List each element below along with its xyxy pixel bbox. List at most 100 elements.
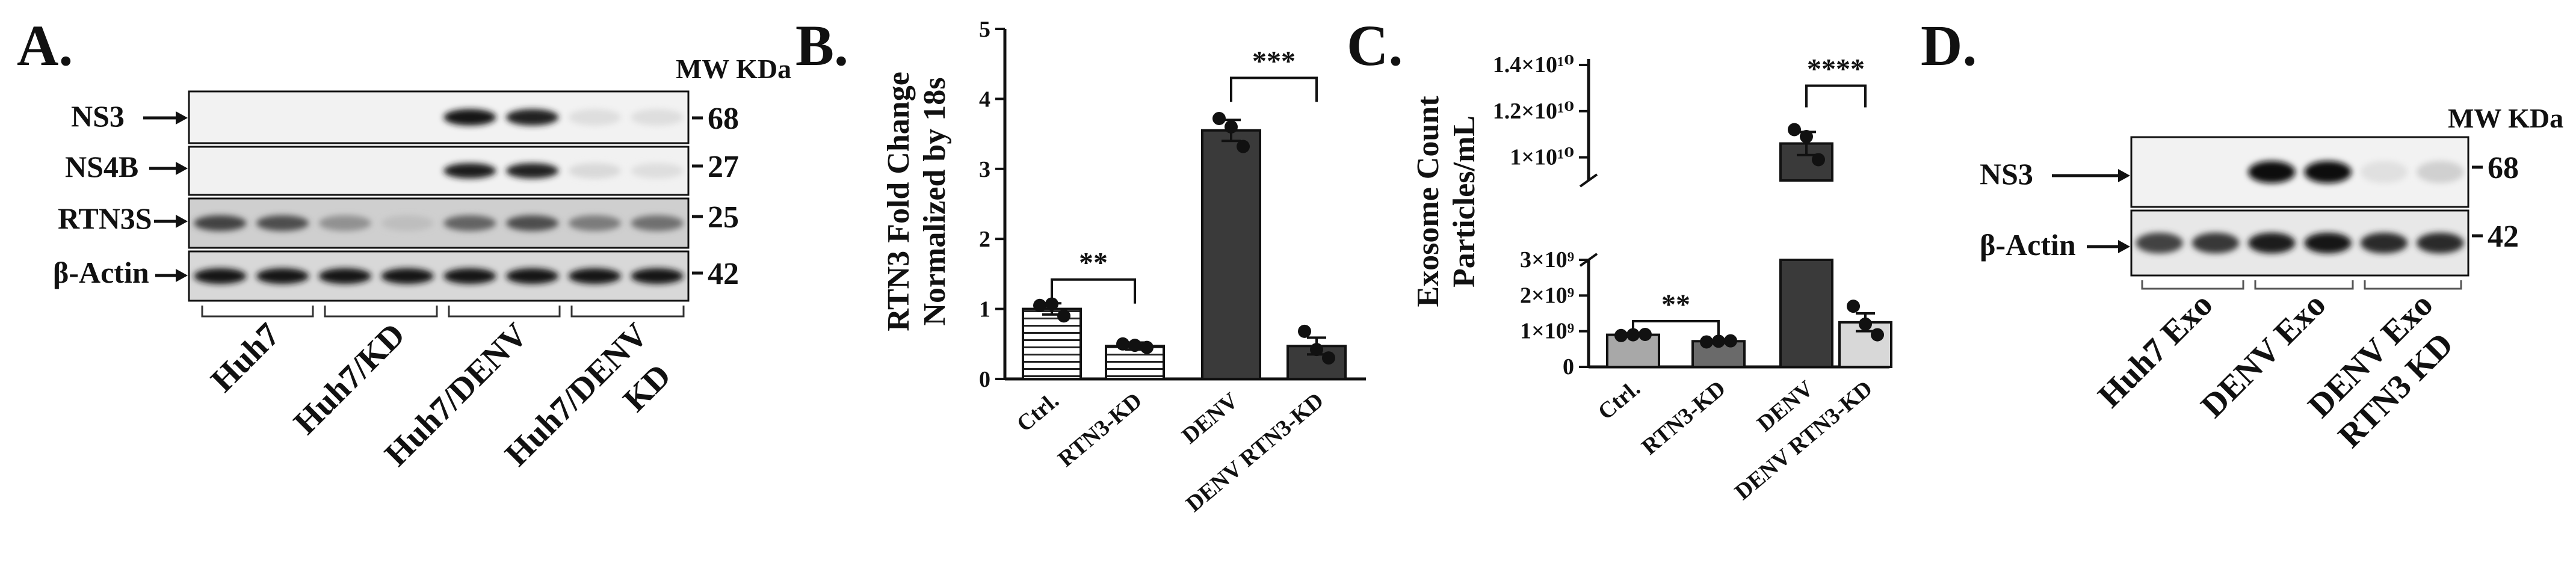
group-bracket: [324, 306, 438, 318]
group-label: Huh7/KD: [286, 316, 412, 441]
data-point: [1116, 337, 1129, 351]
blot-band: [256, 215, 309, 232]
blot-band: [2136, 232, 2183, 254]
y-tick-label: 1.4×10¹⁰: [1493, 52, 1574, 78]
mw-value: 25: [708, 200, 739, 235]
blot-band: [2248, 232, 2296, 254]
blot-band: [568, 109, 621, 126]
blot-band: [506, 215, 559, 232]
band-group: [443, 163, 684, 179]
blot-band: [2417, 161, 2464, 183]
data-point: [1128, 339, 1141, 352]
y-axis-label: RTN3 Fold Change: [882, 72, 916, 331]
group-bracket: [2141, 280, 2244, 290]
band-group: [2248, 161, 2464, 183]
blot-band: [194, 268, 247, 284]
band-group: [194, 268, 684, 284]
blot-band: [318, 215, 371, 232]
mw-header: MW KDa: [2448, 103, 2563, 134]
significance-bracket: [1230, 76, 1318, 102]
data-point: [1800, 130, 1813, 144]
blot-band: [2304, 161, 2352, 183]
blot-band: [568, 215, 621, 232]
x-tick-label: DENV: [1177, 387, 1243, 449]
blot-band: [256, 268, 309, 284]
blot-band: [2248, 161, 2296, 183]
blot-band: [568, 268, 621, 284]
axis-break-mark: [1579, 173, 1598, 188]
blot-band: [2304, 232, 2352, 254]
data-point: [1310, 343, 1323, 357]
bar: [1022, 307, 1082, 380]
data-point: [1859, 317, 1872, 331]
blot-row-actin: β-Actin 42: [53, 250, 739, 302]
row-arrowhead: [176, 162, 188, 175]
y-tick-label: 1×10⁹: [1520, 319, 1574, 344]
data-point: [1812, 153, 1825, 167]
bar-chart-panel-b: RTN3 Fold Change Normalized by 18s 0 1 2 3 4…: [882, 17, 1366, 517]
y-tick-label: 4: [979, 87, 990, 112]
group-bracket: [448, 306, 561, 318]
y-tick-label: 3×10⁹: [1520, 247, 1574, 272]
western-blot-panel-a: MW KDa NS3 68 NS4B 27 RTN3S 25: [53, 54, 791, 473]
blot-band: [194, 215, 247, 232]
data-point: [1322, 351, 1335, 365]
group-bracket: [2364, 280, 2462, 290]
blot-band: [2417, 232, 2464, 254]
bar-chart-panel-c: Exosome Count Particles/mL 1×10¹⁰ 1.2×10¹…: [1411, 52, 1892, 505]
group-bracket: [201, 306, 314, 318]
blot-band: [318, 268, 371, 284]
mw-value: 68: [2488, 151, 2519, 185]
band-group: [443, 109, 684, 126]
y-tick-label: 0: [979, 367, 990, 392]
y-tick-label: 1.2×10¹⁰: [1493, 99, 1574, 124]
significance-label: **: [1661, 289, 1690, 321]
blot-row-actin: β-Actin 42: [1980, 209, 2519, 277]
y-tick-label: 1: [979, 297, 990, 322]
data-point: [1614, 328, 1628, 342]
group-bracket: [2254, 280, 2354, 290]
blot-strip: [2130, 209, 2469, 277]
panel-label-d: D.: [1921, 13, 1977, 78]
y-tick-label: 2×10⁹: [1520, 283, 1574, 308]
row-label: NS3: [1980, 157, 2033, 191]
x-tick-label: RTN3-KD: [1637, 376, 1730, 460]
y-tick-label: 5: [979, 17, 990, 42]
row-arrowhead: [176, 215, 188, 228]
data-point: [1847, 300, 1860, 313]
blot-band: [443, 163, 496, 179]
data-point: [1724, 334, 1737, 348]
row-label: NS3: [71, 99, 125, 133]
significance-bracket: [1632, 320, 1720, 340]
data-point: [1639, 328, 1652, 342]
axis-break-gap: [1778, 182, 1835, 259]
y-tick-label: 1×10¹⁰: [1510, 145, 1574, 170]
significance-label: ***: [1252, 45, 1296, 77]
y-tick-label: 2: [979, 227, 990, 252]
blot-band: [506, 163, 559, 179]
row-arrowhead: [176, 269, 188, 282]
blot-band: [443, 109, 496, 126]
row-label: β-Actin: [53, 256, 149, 289]
group-label: Huh7: [204, 316, 287, 399]
y-tick-label: 0: [1563, 354, 1574, 380]
mw-value: 27: [708, 150, 739, 184]
blot-band: [631, 215, 684, 232]
blot-band: [506, 268, 559, 284]
mw-value: 42: [2488, 220, 2519, 254]
blot-strip: [2130, 136, 2469, 208]
data-point: [1212, 111, 1226, 125]
y-tick-label: 3: [979, 157, 990, 182]
blot-band: [631, 109, 684, 126]
blot-band: [2360, 161, 2408, 183]
row-arrowhead: [2118, 240, 2130, 253]
blot-row-ns3: NS3 68: [1980, 136, 2519, 208]
mw-value: 68: [708, 102, 739, 136]
band-group: [2136, 232, 2464, 254]
bar: [1779, 259, 1833, 368]
data-point: [1045, 297, 1058, 311]
data-point: [1298, 324, 1311, 338]
mw-value: 42: [708, 257, 739, 291]
significance-label: **: [1079, 247, 1108, 279]
